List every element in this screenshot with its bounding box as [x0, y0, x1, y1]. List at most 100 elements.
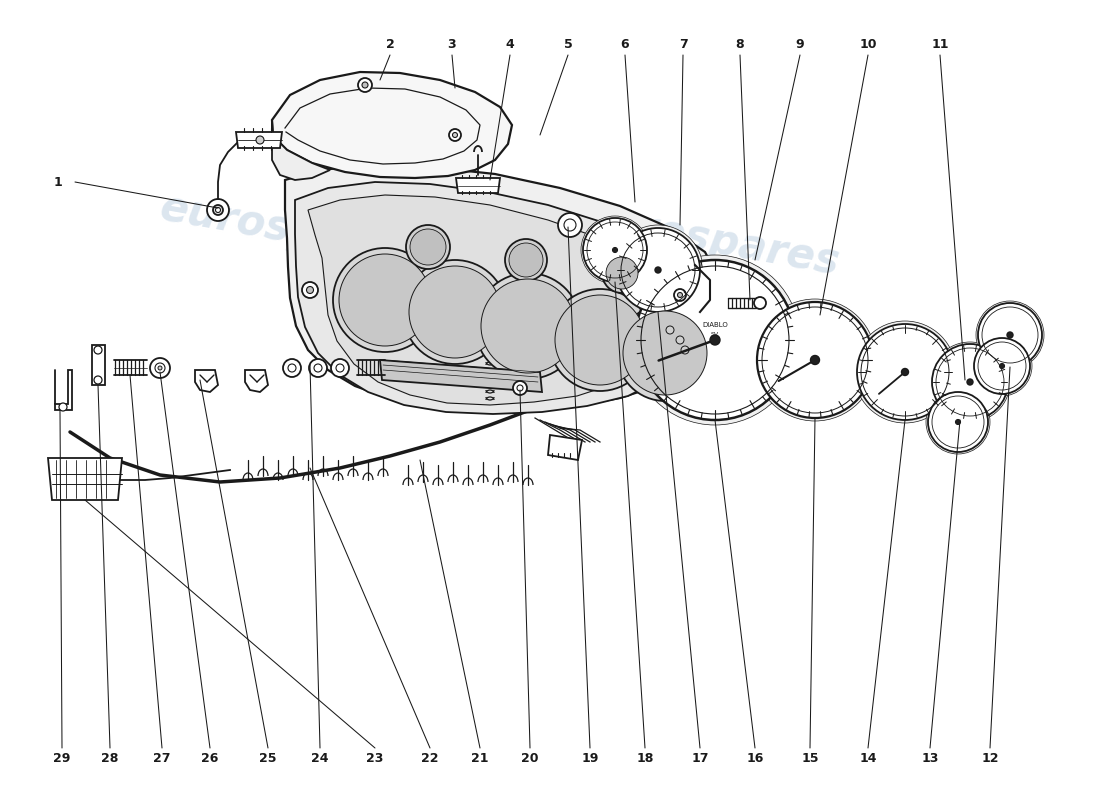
- Text: 25: 25: [260, 751, 277, 765]
- Circle shape: [972, 336, 1032, 396]
- Text: 15: 15: [801, 751, 818, 765]
- Circle shape: [558, 213, 582, 237]
- Circle shape: [857, 324, 953, 420]
- Circle shape: [967, 379, 974, 385]
- Circle shape: [362, 82, 369, 88]
- Circle shape: [158, 366, 162, 370]
- Polygon shape: [272, 120, 330, 180]
- Circle shape: [449, 129, 461, 141]
- Text: 13: 13: [922, 751, 938, 765]
- Text: 21: 21: [471, 751, 488, 765]
- Circle shape: [583, 218, 647, 282]
- Text: 12: 12: [981, 751, 999, 765]
- Circle shape: [681, 346, 689, 354]
- Circle shape: [216, 207, 220, 213]
- Circle shape: [928, 392, 988, 452]
- Circle shape: [978, 303, 1042, 367]
- Circle shape: [505, 239, 547, 281]
- Circle shape: [309, 359, 327, 377]
- Circle shape: [409, 266, 500, 358]
- Circle shape: [314, 364, 322, 372]
- Polygon shape: [456, 178, 501, 193]
- Circle shape: [475, 273, 581, 379]
- Text: eurospares: eurospares: [157, 186, 424, 274]
- Circle shape: [403, 260, 507, 364]
- Text: 29: 29: [53, 751, 70, 765]
- Text: 7: 7: [679, 38, 688, 51]
- Circle shape: [674, 289, 686, 301]
- Text: 23: 23: [366, 751, 384, 765]
- Circle shape: [513, 381, 527, 395]
- Circle shape: [307, 286, 314, 294]
- Circle shape: [336, 364, 344, 372]
- Text: 11: 11: [932, 38, 948, 51]
- Circle shape: [613, 225, 703, 315]
- Circle shape: [956, 419, 960, 425]
- Circle shape: [616, 228, 700, 312]
- Text: 22: 22: [421, 751, 439, 765]
- Polygon shape: [55, 370, 72, 410]
- Circle shape: [617, 305, 713, 401]
- Circle shape: [59, 403, 67, 411]
- Circle shape: [666, 326, 674, 334]
- Text: 27: 27: [153, 751, 170, 765]
- Circle shape: [976, 301, 1044, 369]
- Text: eurospares: eurospares: [576, 197, 844, 283]
- Polygon shape: [92, 345, 104, 385]
- Circle shape: [452, 133, 458, 138]
- Circle shape: [581, 216, 649, 284]
- Circle shape: [630, 255, 800, 425]
- Circle shape: [288, 364, 296, 372]
- Text: 28: 28: [101, 751, 119, 765]
- Circle shape: [155, 363, 165, 373]
- Text: 19: 19: [581, 751, 598, 765]
- Circle shape: [302, 282, 318, 298]
- Circle shape: [606, 257, 638, 289]
- Circle shape: [757, 302, 873, 418]
- Circle shape: [207, 199, 229, 221]
- Text: 3: 3: [448, 38, 456, 51]
- Polygon shape: [295, 182, 695, 414]
- Circle shape: [150, 358, 170, 378]
- Circle shape: [854, 321, 956, 423]
- Polygon shape: [285, 165, 720, 410]
- Polygon shape: [245, 370, 268, 392]
- Text: 2: 2: [386, 38, 395, 51]
- Circle shape: [283, 359, 301, 377]
- Text: 16: 16: [746, 751, 763, 765]
- Text: 18: 18: [636, 751, 653, 765]
- Circle shape: [213, 205, 223, 215]
- Polygon shape: [195, 370, 218, 392]
- Circle shape: [1006, 332, 1013, 338]
- Circle shape: [556, 295, 645, 385]
- Circle shape: [676, 336, 684, 344]
- Circle shape: [509, 243, 543, 277]
- Circle shape: [256, 136, 264, 144]
- Text: 17: 17: [691, 751, 708, 765]
- Polygon shape: [48, 458, 122, 500]
- Circle shape: [926, 390, 990, 454]
- Polygon shape: [379, 360, 542, 392]
- Circle shape: [754, 299, 876, 421]
- Circle shape: [811, 355, 819, 365]
- Polygon shape: [308, 195, 672, 405]
- Text: 14: 14: [859, 751, 877, 765]
- Circle shape: [754, 297, 766, 309]
- Polygon shape: [272, 72, 512, 178]
- Circle shape: [678, 293, 682, 298]
- Polygon shape: [236, 132, 282, 148]
- Circle shape: [94, 376, 102, 384]
- Circle shape: [94, 346, 102, 354]
- Circle shape: [1000, 363, 1004, 369]
- Circle shape: [710, 335, 720, 345]
- Circle shape: [602, 253, 642, 293]
- Text: 24: 24: [311, 751, 329, 765]
- Circle shape: [974, 338, 1030, 394]
- Circle shape: [623, 311, 707, 395]
- Circle shape: [930, 342, 1010, 422]
- Circle shape: [654, 267, 661, 273]
- Circle shape: [613, 247, 617, 253]
- Circle shape: [358, 78, 372, 92]
- Text: 9: 9: [795, 38, 804, 51]
- Text: 6: 6: [620, 38, 629, 51]
